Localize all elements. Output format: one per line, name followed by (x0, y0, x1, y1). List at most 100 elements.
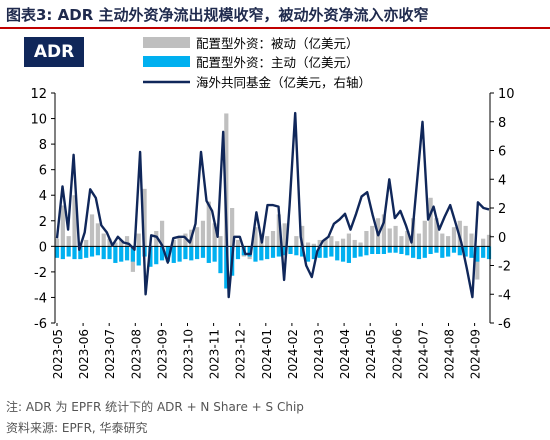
active-bar (66, 246, 71, 257)
right-tick-label: 4 (498, 173, 506, 188)
passive-bar (346, 233, 351, 247)
active-bar (387, 246, 392, 253)
active-bar (282, 246, 287, 256)
passive-bar (370, 225, 375, 247)
source-note: 资料来源: EPFR, 华泰研究 (6, 421, 148, 435)
active-bar (422, 246, 427, 258)
active-bar (294, 246, 299, 256)
active-bar (463, 246, 468, 257)
active-bar (72, 246, 77, 260)
active-bar (329, 246, 334, 257)
passive-bar (434, 218, 439, 247)
active-bar (405, 246, 410, 256)
active-bar (381, 246, 387, 254)
x-tick-label: 2024-02 (286, 329, 300, 379)
passive-bar (387, 228, 392, 247)
active-bar (358, 246, 363, 257)
active-bar (54, 246, 60, 258)
passive-bar (323, 238, 328, 247)
left-tick-label: 6 (39, 164, 47, 179)
right-tick-label: 8 (498, 116, 506, 131)
active-bar (370, 246, 375, 254)
active-bar (95, 246, 100, 256)
active-bar (124, 246, 130, 261)
active-bar (113, 246, 118, 263)
active-bar (393, 246, 398, 253)
legend-swatch-passive (143, 37, 190, 48)
passive-bar (422, 220, 427, 247)
passive-bar (428, 197, 433, 247)
passive-bar (95, 223, 100, 247)
x-tick-label: 2024-09 (469, 329, 483, 379)
left-tick-label: 8 (39, 138, 47, 153)
active-bar (159, 246, 165, 261)
legend-label-passive: 配置型外资：被动（亿美元） (196, 36, 359, 51)
passive-bar (358, 242, 363, 247)
active-bar (200, 246, 206, 258)
active-bar (486, 246, 492, 260)
active-bar (288, 246, 293, 254)
x-tick-label: 2024-03 (312, 329, 326, 379)
passive-bar (446, 236, 451, 247)
active-bar (154, 246, 159, 265)
left-tick-label: -4 (34, 291, 47, 306)
left-tick-label: 0 (39, 240, 47, 255)
active-bar (457, 246, 462, 256)
left-tick-label: 2 (39, 215, 47, 230)
title-rule (0, 27, 550, 29)
x-tick-label: 2023-12 (234, 329, 248, 379)
active-bar (416, 246, 422, 260)
passive-bar (224, 113, 229, 247)
passive-bar (200, 220, 206, 247)
passive-bar (305, 242, 311, 247)
x-tick-label: 2023-11 (208, 329, 222, 379)
passive-bar (107, 238, 112, 247)
passive-bar (416, 233, 422, 247)
active-bar (434, 246, 439, 253)
active-bar (235, 246, 241, 260)
adr-badge: ADR (24, 37, 84, 67)
x-tick-label: 2023-08 (129, 329, 143, 379)
passive-bar (340, 238, 346, 247)
active-bar (340, 246, 346, 262)
passive-bar (253, 227, 258, 247)
active-bar (119, 246, 124, 262)
active-bar (352, 246, 357, 258)
passive-bar (154, 231, 159, 247)
passive-bar (54, 238, 60, 247)
left-tick-label: 10 (30, 113, 47, 128)
passive-bar (66, 236, 71, 247)
passive-bar (399, 236, 404, 247)
passive-bar (486, 234, 492, 247)
passive-bar (124, 236, 130, 247)
right-tick-label: 0 (498, 231, 506, 246)
passive-bar (451, 227, 457, 247)
active-bar (218, 246, 223, 274)
active-bar (399, 246, 404, 254)
passive-bar (60, 205, 65, 247)
passive-bar (440, 233, 445, 247)
passive-bar (294, 236, 299, 247)
active-bar (346, 246, 351, 263)
active-bar (481, 246, 486, 258)
passive-bar (276, 214, 281, 247)
passive-bar (195, 227, 200, 247)
active-bar (335, 246, 340, 261)
passive-bar (72, 195, 77, 247)
passive-bar (270, 231, 276, 247)
passive-bar (265, 236, 270, 247)
active-bar (212, 246, 217, 262)
passive-bar (381, 214, 387, 247)
active-bar (84, 246, 89, 258)
right-tick-label: 2 (498, 202, 506, 217)
figure-title: 图表3: ADR 主动外资净流出规模收窄，被动外资净流入亦收窄 (6, 6, 429, 24)
active-bar (107, 246, 112, 260)
active-bar (311, 246, 316, 260)
left-tick-label: -2 (34, 266, 47, 281)
passive-bar (352, 239, 357, 247)
passive-bar (119, 239, 124, 247)
active-bar (253, 246, 258, 262)
passive-bar (235, 239, 241, 247)
x-tick-label: 2023-07 (103, 329, 117, 379)
